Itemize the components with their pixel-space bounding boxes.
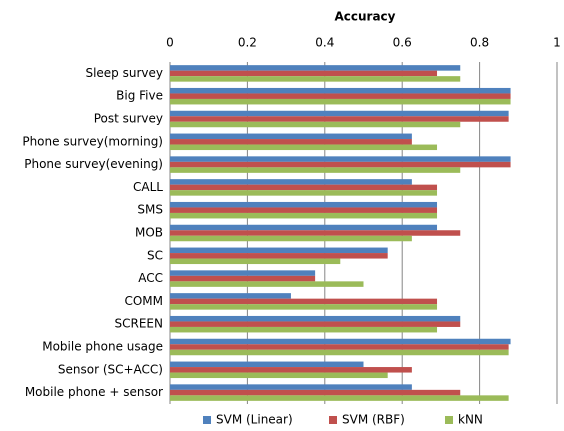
legend-label: SVM (Linear) <box>216 413 293 427</box>
bar <box>170 65 461 71</box>
bar <box>170 258 341 265</box>
bar <box>170 212 438 219</box>
legend-label: SVM (RBF) <box>342 413 405 427</box>
bar <box>170 201 438 208</box>
y-tick-label: SC <box>147 248 163 262</box>
legend-label: kNN <box>458 413 483 427</box>
bar <box>170 207 438 213</box>
bar <box>170 389 461 396</box>
x-tick-label: 0.4 <box>315 36 334 50</box>
x-tick-label: 0.8 <box>470 36 489 50</box>
bar <box>170 133 412 140</box>
legend-swatch <box>445 416 453 424</box>
y-tick-label: ACC <box>138 271 163 285</box>
y-tick-label: CALL <box>133 180 163 194</box>
bar <box>170 230 461 236</box>
x-tick-label: 1 <box>553 36 561 50</box>
bar <box>170 384 412 390</box>
bar <box>170 161 511 168</box>
bar <box>170 156 511 162</box>
y-tick-label: SMS <box>137 203 163 217</box>
bar <box>170 87 511 94</box>
chart-title: Accuracy <box>334 10 395 24</box>
bar <box>170 315 461 322</box>
x-tick-label: 0.2 <box>238 36 257 50</box>
bar <box>170 139 412 145</box>
bar <box>170 179 412 185</box>
bar <box>170 270 316 276</box>
y-tick-label: MOB <box>135 226 163 240</box>
bar <box>170 304 438 310</box>
bar <box>170 253 388 259</box>
bar <box>170 116 509 122</box>
bar <box>170 167 461 173</box>
bar <box>170 184 438 191</box>
legend-swatch <box>329 416 337 424</box>
bar <box>170 361 364 368</box>
bar <box>170 367 412 373</box>
bar <box>170 275 316 282</box>
y-tick-label: Phone survey(evening) <box>24 157 163 171</box>
y-tick-label: Post survey <box>94 112 163 126</box>
y-tick-label: SCREEN <box>115 317 163 331</box>
bar <box>170 321 461 327</box>
bar <box>170 298 438 305</box>
bar <box>170 190 438 196</box>
bar <box>170 349 509 356</box>
legend-swatch <box>203 416 211 424</box>
bar <box>170 70 438 77</box>
bar <box>170 144 438 151</box>
y-tick-label: Big Five <box>116 89 163 103</box>
bar <box>170 395 509 401</box>
y-tick-label: COMM <box>124 294 163 308</box>
bar <box>170 326 438 333</box>
bar <box>170 281 364 287</box>
bar <box>170 235 412 242</box>
bar <box>170 224 438 231</box>
x-tick-label: 0 <box>166 36 174 50</box>
bar <box>170 76 461 82</box>
bar <box>170 372 388 379</box>
bar <box>170 110 509 117</box>
y-tick-label: Phone survey(morning) <box>22 134 163 148</box>
bar <box>170 98 511 105</box>
y-tick-label: Sensor (SC+ACC) <box>58 362 163 376</box>
bar <box>170 247 388 254</box>
bar <box>170 344 509 350</box>
y-tick-label: Sleep survey <box>85 66 163 80</box>
y-tick-label: Mobile phone usage <box>42 340 163 354</box>
bar <box>170 293 291 299</box>
x-tick-label: 0.6 <box>393 36 412 50</box>
bar <box>170 93 511 99</box>
bar <box>170 121 461 128</box>
bar <box>170 338 511 345</box>
y-tick-label: Mobile phone + sensor <box>25 385 163 399</box>
